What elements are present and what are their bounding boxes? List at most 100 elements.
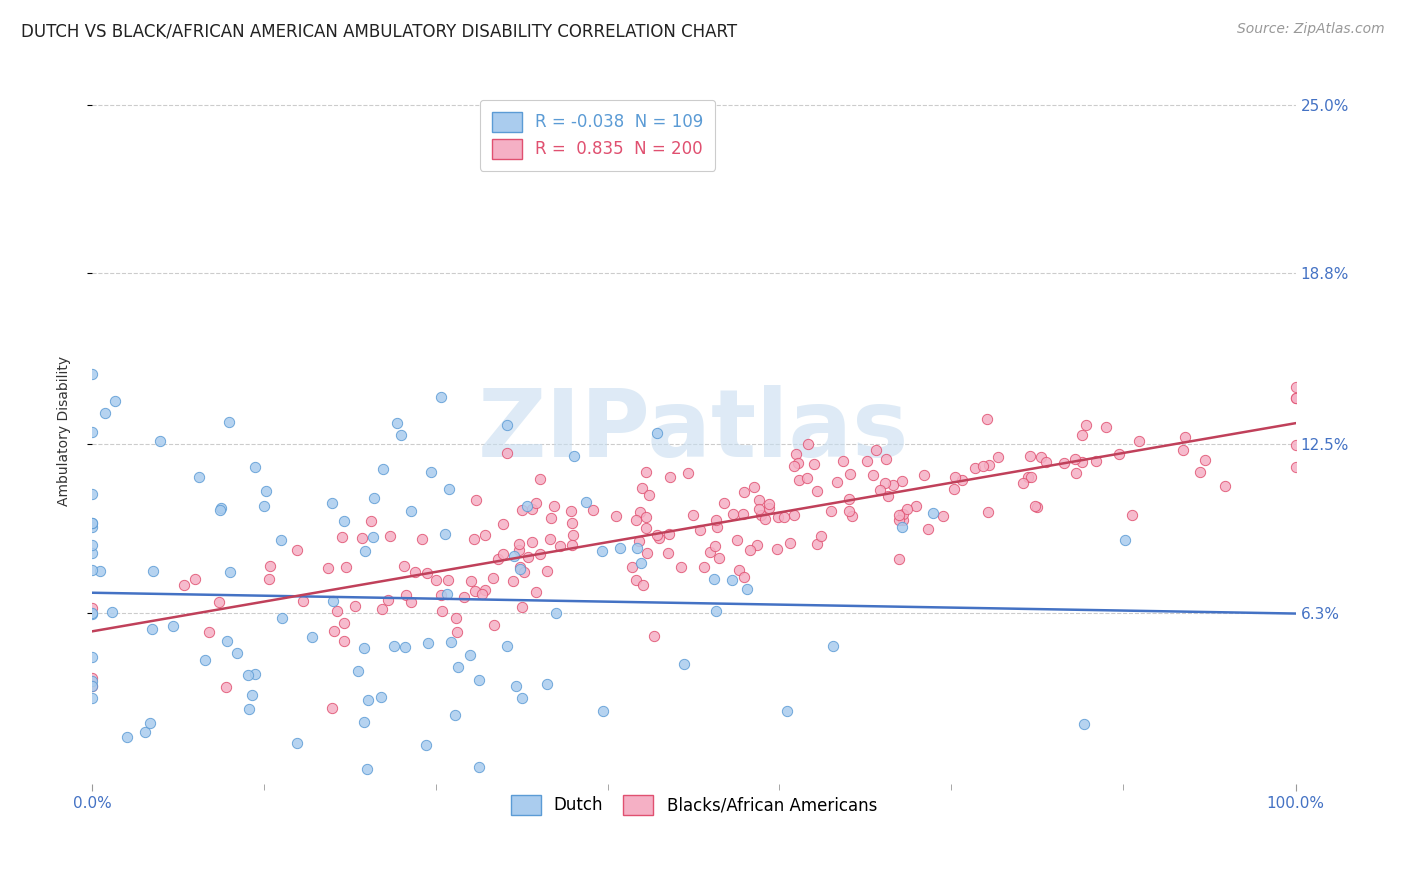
Point	[290, 831, 312, 846]
Point	[765, 541, 787, 556]
Point	[738, 543, 761, 558]
Point	[333, 633, 356, 648]
Point	[648, 531, 671, 545]
Point	[673, 657, 696, 671]
Point	[986, 450, 1008, 464]
Point	[543, 500, 565, 514]
Point	[725, 533, 748, 547]
Point	[80, 600, 103, 615]
Point	[482, 617, 505, 632]
Point	[896, 502, 918, 516]
Point	[657, 546, 679, 560]
Point	[332, 615, 354, 630]
Point	[921, 506, 943, 520]
Point	[787, 473, 810, 487]
Point	[429, 390, 451, 404]
Point	[395, 588, 418, 602]
Point	[704, 604, 727, 618]
Point	[238, 702, 260, 716]
Point	[856, 454, 879, 468]
Point	[1085, 454, 1108, 468]
Point	[776, 704, 799, 718]
Point	[245, 459, 267, 474]
Point	[634, 466, 657, 480]
Point	[318, 560, 340, 574]
Point	[633, 578, 655, 592]
Legend: Dutch, Blacks/African Americans: Dutch, Blacks/African Americans	[501, 784, 887, 825]
Point	[636, 546, 658, 560]
Point	[117, 731, 139, 745]
Point	[301, 630, 323, 644]
Point	[779, 536, 801, 550]
Point	[704, 513, 727, 527]
Point	[745, 538, 768, 552]
Point	[436, 587, 458, 601]
Point	[972, 458, 994, 473]
Point	[508, 537, 530, 551]
Point	[415, 566, 437, 581]
Point	[634, 521, 657, 535]
Point	[392, 558, 415, 573]
Point	[321, 700, 343, 714]
Point	[492, 516, 515, 531]
Point	[1213, 478, 1236, 492]
Point	[226, 646, 249, 660]
Point	[522, 502, 544, 516]
Point	[536, 564, 558, 578]
Point	[354, 544, 377, 558]
Point	[1114, 533, 1136, 548]
Point	[510, 599, 533, 614]
Point	[561, 516, 583, 530]
Point	[322, 594, 344, 608]
Point	[1076, 417, 1098, 432]
Point	[912, 468, 935, 483]
Point	[465, 493, 488, 508]
Point	[742, 480, 765, 494]
Point	[291, 594, 314, 608]
Point	[436, 574, 458, 588]
Point	[561, 538, 583, 552]
Point	[208, 595, 231, 609]
Point	[149, 434, 172, 449]
Point	[669, 559, 692, 574]
Point	[825, 475, 848, 489]
Point	[1071, 428, 1094, 442]
Point	[495, 445, 517, 459]
Point	[474, 583, 496, 598]
Point	[516, 500, 538, 514]
Point	[891, 513, 914, 527]
Point	[468, 760, 491, 774]
Point	[1070, 455, 1092, 469]
Point	[658, 526, 681, 541]
Point	[509, 559, 531, 574]
Point	[838, 467, 860, 481]
Point	[139, 715, 162, 730]
Point	[326, 604, 349, 618]
Point	[806, 537, 828, 551]
Point	[492, 547, 515, 561]
Point	[875, 451, 897, 466]
Point	[162, 619, 184, 633]
Point	[540, 511, 562, 525]
Point	[142, 564, 165, 578]
Point	[728, 563, 751, 577]
Point	[538, 532, 561, 546]
Point	[209, 503, 232, 517]
Point	[692, 560, 714, 574]
Point	[1284, 438, 1306, 452]
Point	[444, 707, 467, 722]
Point	[194, 653, 217, 667]
Point	[592, 704, 614, 718]
Point	[370, 690, 392, 705]
Point	[806, 484, 828, 499]
Point	[748, 501, 770, 516]
Point	[1064, 466, 1087, 480]
Point	[240, 688, 263, 702]
Point	[875, 476, 897, 491]
Point	[823, 639, 845, 653]
Point	[754, 512, 776, 526]
Point	[1053, 456, 1076, 470]
Point	[1284, 380, 1306, 394]
Point	[720, 574, 742, 588]
Point	[703, 572, 725, 586]
